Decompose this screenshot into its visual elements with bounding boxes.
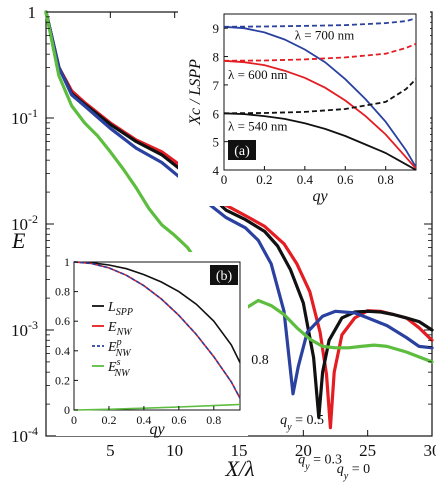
series-line-q05 — [44, 10, 434, 396]
inset-a-y-tick-label-8: 8 — [213, 50, 220, 65]
inset-b-x-tick-label-0.2: 0.2 — [101, 413, 116, 427]
inset-a-series-group — [223, 17, 417, 171]
x-tick-label-30: 30 — [424, 441, 436, 460]
inset-a-label-l540: λ = 540 nm — [228, 118, 288, 133]
inset-a-frame — [223, 13, 417, 171]
x-tick-label-25: 25 — [359, 441, 376, 460]
inset-a-y-tick-label-9: 9 — [213, 21, 220, 36]
inset-a-x-tick-label-0.8: 0.8 — [378, 172, 394, 187]
inset-a-curve-labels: λ = 700 nm λ = 600 nm λ = 540 nm — [228, 28, 354, 134]
inset-a-line-a700d — [223, 17, 417, 28]
inset-b-x-tick-label-0.8: 0.8 — [206, 413, 221, 427]
inset-a-label-l600: λ = 600 nm — [228, 67, 288, 82]
inset-a-x-axis-label: qy — [312, 188, 328, 205]
inset-a-panel-label-box — [228, 140, 256, 160]
inset-a: 0 0.2 0.4 0.6 0.8 4 5 6 7 8 9 λ = 700 nm λ = 600 n… — [178, 2, 430, 206]
inset-b-x-tick-label-0.4: 0.4 — [136, 413, 151, 427]
inset-b-line-bEp — [73, 261, 241, 399]
inset-b-x-axis-label: qy — [149, 421, 165, 438]
main-plot: 51015202530 110-110-210-310-4 qy = 0.8qy… — [11, 3, 436, 481]
inset-b-y-tick-label-0.2: 0.2 — [55, 373, 70, 387]
main-y-ticks: 1 10-1 10-2 10-3 10-4 — [11, 3, 432, 446]
inset-a-y-tick-label-7: 7 — [213, 78, 220, 93]
inset-b-panel-label-text: (b) — [216, 269, 233, 284]
inset-a-y-ticks: 4 5 6 7 8 9 — [213, 21, 228, 178]
inset-b-y-ticks: 0 0.2 0.4 0.6 0.8 1 — [55, 255, 78, 417]
inset-b-y-tick-label-1: 1 — [64, 255, 70, 269]
inset-b-line-bL — [73, 261, 241, 363]
inset-a-y-axis-label: Xc / LSPP — [187, 59, 204, 126]
main-series-group — [44, 10, 434, 430]
y-tick-label-0: 1 — [28, 3, 37, 22]
y-tick-label-4: 10-4 — [11, 424, 38, 446]
inset-b-x-ticks: 0 0.2 0.4 0.6 0.8 — [71, 406, 221, 427]
inset-a-line-a700s — [223, 25, 417, 168]
inset-a-y-tick-label-4: 4 — [213, 163, 220, 178]
inset-b-y-tick-label-0.8: 0.8 — [55, 285, 70, 299]
y-tick-label-3: 10-3 — [11, 318, 38, 340]
inset-a-line-a540d — [223, 78, 417, 115]
inset-b-x-tick-label-0.6: 0.6 — [171, 413, 186, 427]
inset-b-y-tick-label-0.4: 0.4 — [55, 344, 70, 358]
legend-entry-3: Es NW — [107, 357, 131, 379]
x-tick-label-15: 15 — [231, 441, 248, 460]
inset-b-y-tick-label-0: 0 — [64, 403, 70, 417]
inset-a-panel-label-text: (a) — [234, 144, 250, 159]
inset-a-x-tick-label-0.4: 0.4 — [297, 172, 314, 187]
legend-entry-1: ENW — [107, 320, 133, 338]
inset-a-y-tick-label-6: 6 — [213, 106, 220, 121]
inset-a-x-ticks: 0 0.2 0.4 0.6 0.8 — [221, 166, 394, 187]
inset-a-label-l700: λ = 700 nm — [295, 28, 355, 43]
inset-b-frame — [73, 261, 241, 411]
inset-a-line-a540s — [223, 112, 417, 171]
y-tick-label-1: 10-1 — [11, 106, 38, 128]
inset-a-x-tick-label-0.2: 0.2 — [256, 172, 272, 187]
x-tick-label-20: 20 — [295, 441, 312, 460]
inset-a-panel-label: (a) — [228, 140, 256, 160]
inset-a-background — [178, 2, 430, 206]
annotation-qy0: qy = 0 — [337, 462, 370, 482]
inset-a-y-tick-label-5: 5 — [213, 135, 220, 150]
inset-a-line-a600s — [223, 59, 417, 170]
inset-b-panel-label: (b) — [210, 265, 238, 285]
legend-entry-2: Ep NW — [107, 337, 132, 359]
x-tick-label-10: 10 — [166, 441, 183, 460]
annotation-qy03: qy = 0.3 — [298, 453, 342, 473]
y-tick-label-2: 10-2 — [11, 212, 38, 234]
inset-a-x-axis-label-text: qy — [312, 188, 328, 205]
main-y-axis-label: E — [11, 228, 26, 253]
inset-b-panel-label-box — [210, 265, 238, 285]
inset-a-x-tick-label-0: 0 — [221, 172, 228, 187]
inset-a-line-a600d — [223, 42, 417, 62]
legend-entry-0: LSPP — [107, 300, 133, 318]
main-x-axis-label: X/λ — [224, 456, 254, 481]
inset-b-x-tick-label-0: 0 — [71, 413, 77, 427]
inset-a-x-tick-label-0.6: 0.6 — [337, 172, 354, 187]
x-tick-label-5: 5 — [106, 441, 115, 460]
annotation-qy05: qy = 0.5 — [280, 413, 324, 433]
inset-b-y-tick-label-0.6: 0.6 — [55, 314, 70, 328]
series-line-q03 — [44, 10, 434, 419]
